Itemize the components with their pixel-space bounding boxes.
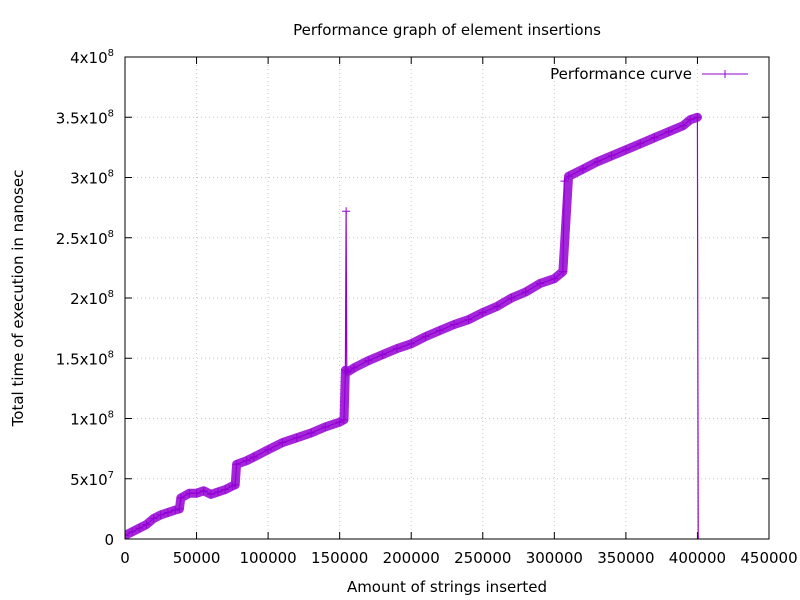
data-point <box>507 294 516 302</box>
data-point <box>232 460 241 469</box>
data-point <box>125 531 129 539</box>
data-point <box>171 506 180 515</box>
data-point <box>335 418 344 427</box>
data-point <box>521 287 530 296</box>
y-tick-label: 4x108 <box>70 48 114 67</box>
x-tick-label: 200000 <box>383 549 440 567</box>
data-point <box>450 320 459 329</box>
data-point <box>156 510 165 519</box>
data-point <box>435 326 444 335</box>
data-point <box>679 121 688 130</box>
data-point <box>278 438 287 447</box>
data-point <box>339 415 348 424</box>
data-point <box>407 339 416 348</box>
data-point <box>135 524 144 533</box>
data-point <box>578 165 587 174</box>
y-tick-label: 3.5x108 <box>56 108 114 127</box>
data-point <box>536 279 545 288</box>
x-tick-label: 150000 <box>311 549 368 567</box>
data-point <box>176 494 185 503</box>
x-tick-label: 0 <box>120 549 130 567</box>
data-point <box>564 172 573 181</box>
data-point <box>242 456 251 465</box>
series-band <box>125 112 702 539</box>
legend-marker <box>721 70 729 78</box>
data-point <box>421 332 430 341</box>
data-point <box>128 527 137 536</box>
data-point <box>163 508 172 517</box>
data-point <box>686 115 695 124</box>
data-point <box>621 145 630 154</box>
x-tick-label: 100000 <box>239 549 296 567</box>
series-group <box>125 112 703 539</box>
data-point <box>558 267 567 276</box>
y-tick-labels: 0 5x107 1x108 1.5x108 2x108 2.5x108 3x108 3.5x1… <box>56 48 114 549</box>
data-point <box>650 133 659 142</box>
x-tick-label: 400000 <box>669 549 726 567</box>
chart-title: Performance graph of element insertions <box>293 21 601 39</box>
data-point <box>342 368 351 377</box>
legend: Performance curve <box>550 65 748 83</box>
data-point <box>694 535 703 539</box>
y-tick-label: 2x108 <box>70 289 114 308</box>
x-tick-label: 450000 <box>740 549 797 567</box>
data-point <box>142 520 151 529</box>
data-point <box>307 428 316 437</box>
legend-label: Performance curve <box>550 65 692 83</box>
y-tick-label: 5x107 <box>70 470 114 489</box>
data-point <box>199 486 208 495</box>
data-point <box>221 485 230 494</box>
y-tick-label: 3x108 <box>70 169 114 188</box>
data-point <box>593 157 602 166</box>
y-tick-label: 0 <box>104 531 114 549</box>
data-point <box>550 274 559 283</box>
x-tick-label: 250000 <box>454 549 511 567</box>
y-tick-label: 1x108 <box>70 410 114 429</box>
data-point <box>175 504 184 513</box>
data-point <box>378 350 387 359</box>
data-point <box>185 489 194 498</box>
data-point <box>349 363 358 372</box>
data-point <box>214 488 223 497</box>
data-point <box>364 356 373 365</box>
data-point <box>478 308 487 317</box>
plot-frame <box>124 56 770 540</box>
data-point <box>344 367 353 376</box>
x-tick-label: 350000 <box>597 549 654 567</box>
y-tick-label: 2.5x108 <box>56 229 114 248</box>
series-layer <box>125 112 703 539</box>
data-point <box>493 302 502 311</box>
y-tick-label: 1.5x108 <box>56 349 114 368</box>
data-point <box>664 127 673 136</box>
data-point <box>149 514 158 523</box>
x-tick-labels: 0 50000 100000 150000 200000 250000 300000 3500… <box>120 549 797 567</box>
data-point <box>607 151 616 160</box>
data-point <box>464 315 473 324</box>
x-tick-label: 300000 <box>526 549 583 567</box>
data-point <box>321 422 330 431</box>
data-point <box>342 207 351 216</box>
data-point <box>292 433 301 442</box>
data-point <box>192 489 201 498</box>
data-point <box>231 480 240 489</box>
x-tick-label: 50000 <box>173 549 221 567</box>
series-line <box>125 116 699 539</box>
y-axis-label: Total time of execution in nanosec <box>9 170 27 428</box>
data-point <box>206 490 215 499</box>
data-point <box>249 453 258 462</box>
x-axis-label: Amount of strings inserted <box>347 578 547 596</box>
data-point <box>636 139 645 148</box>
data-point <box>693 113 702 122</box>
data-point <box>264 445 273 454</box>
data-point <box>560 177 569 186</box>
data-point <box>392 344 401 353</box>
